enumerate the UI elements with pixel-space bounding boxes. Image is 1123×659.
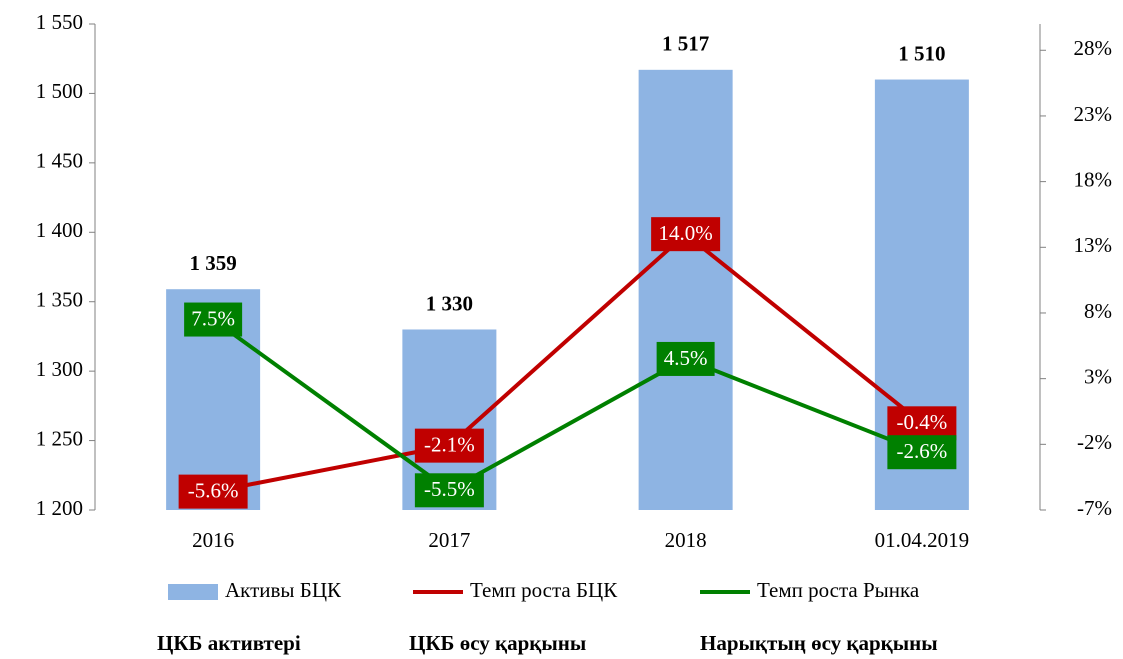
y2-tick-label: 8% (1084, 299, 1112, 323)
line-value-label: 4.5% (664, 346, 708, 370)
y2-tick-label: -7% (1077, 496, 1112, 520)
y-tick-label: 1 450 (36, 149, 83, 173)
y-tick-label: 1 400 (36, 218, 83, 242)
y-tick-label: 1 500 (36, 79, 83, 103)
value-label-box (887, 435, 957, 470)
line-value-label: -2.1% (424, 432, 475, 456)
y-tick-label: 1 350 (36, 288, 83, 312)
x-tick-label: 2016 (192, 528, 234, 552)
caption: ЦКБ активтері (157, 631, 301, 655)
line-value-label: -5.5% (424, 477, 475, 501)
bar-value-label: 1 517 (662, 32, 709, 56)
y-tick-label: 1 550 (36, 10, 83, 34)
line-value-label: 14.0% (659, 221, 713, 245)
y-tick-label: 1 200 (36, 496, 83, 520)
caption: ЦКБ өсу қарқыны (409, 631, 586, 655)
legend-swatch (168, 584, 218, 600)
x-tick-label: 2018 (665, 528, 707, 552)
bar (638, 69, 733, 510)
x-tick-label: 2017 (428, 528, 470, 552)
line (211, 317, 923, 493)
value-label-box (184, 302, 243, 337)
y-tick-label: 1 250 (36, 426, 83, 450)
value-label-box (887, 406, 957, 441)
value-label-box (414, 428, 484, 463)
line-value-label: -0.4% (897, 410, 948, 434)
y2-tick-label: 23% (1074, 102, 1113, 126)
value-label-box (656, 341, 715, 376)
y2-tick-label: 13% (1074, 233, 1113, 257)
y2-tick-label: 18% (1074, 167, 1113, 191)
line-value-label: 7.5% (191, 306, 235, 330)
bar-value-label: 1 359 (190, 251, 237, 275)
x-tick-label: 01.04.2019 (875, 528, 970, 552)
line-value-label: -2.6% (897, 439, 948, 463)
bar-value-label: 1 510 (898, 41, 945, 65)
line-value-label: -5.6% (188, 478, 239, 502)
legend-label: Темп роста БЦК (470, 578, 618, 602)
y2-tick-label: -2% (1077, 430, 1112, 454)
y2-tick-label: 3% (1084, 364, 1112, 388)
y2-tick-label: 28% (1074, 36, 1113, 60)
value-label-box (651, 217, 721, 252)
legend-label: Активы БЦК (225, 578, 342, 602)
value-label-box (414, 473, 484, 508)
y-tick-label: 1 300 (36, 357, 83, 381)
legend-label: Темп роста Рынка (757, 578, 920, 602)
bar-value-label: 1 330 (426, 291, 473, 315)
caption: Нарықтың өсу қарқыны (700, 631, 938, 655)
line (212, 231, 924, 494)
value-label-box (178, 474, 248, 509)
